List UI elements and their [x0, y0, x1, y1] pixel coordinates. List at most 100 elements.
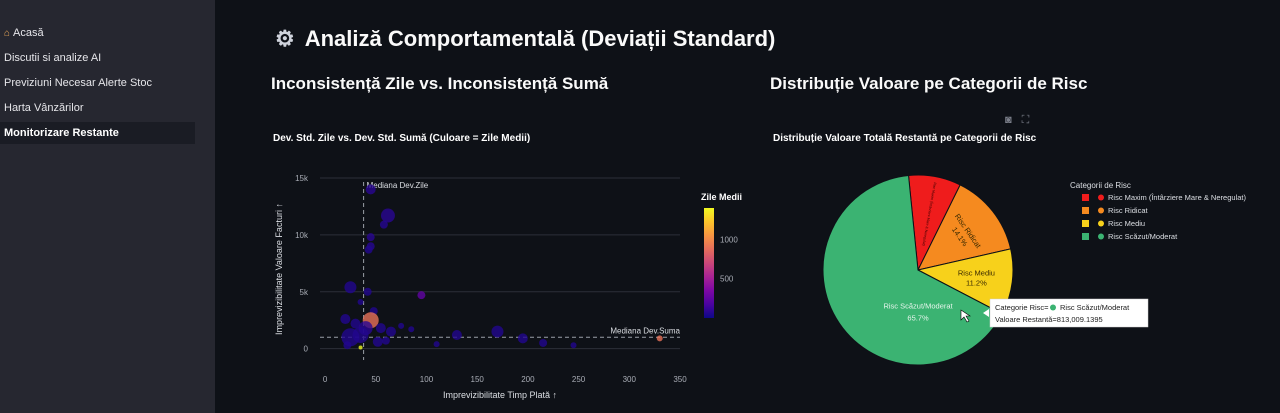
data-point[interactable]: [417, 291, 426, 300]
legend-label[interactable]: Risc Scăzut/Moderat: [1108, 232, 1178, 241]
house-icon: ⌂: [4, 28, 11, 39]
data-point[interactable]: [385, 326, 396, 337]
legend-label[interactable]: Risc Ridicat: [1108, 206, 1149, 215]
x-axis-label: Imprevizibilitate Timp Plată ↑: [443, 390, 557, 400]
median-days-label: Mediana Dev.Zile: [367, 181, 429, 190]
data-point[interactable]: [358, 345, 363, 350]
slice-label: Risc Scăzut/Moderat: [883, 302, 953, 311]
data-point[interactable]: [381, 336, 390, 345]
nav-item-harta[interactable]: Harta Vânzărilor: [0, 97, 199, 119]
data-point[interactable]: [433, 341, 440, 348]
x-tick-label: 350: [673, 375, 687, 384]
pie-slice[interactable]: [917, 184, 1012, 271]
data-point[interactable]: [365, 184, 376, 195]
camera-icon[interactable]: ◙: [1005, 114, 1012, 126]
median-sum-label: Mediana Dev.Suma: [610, 326, 680, 335]
y-tick-label: 10k: [295, 231, 309, 240]
data-point[interactable]: [539, 338, 548, 347]
colorbar-tick-label: 500: [720, 275, 734, 284]
data-point[interactable]: [344, 281, 357, 294]
legend-swatch[interactable]: [1082, 233, 1089, 240]
tooltip-value: Valoare Restantă=813,009.1395: [995, 315, 1103, 324]
data-point[interactable]: [372, 336, 383, 347]
y-axis-label: Imprevizibilitate Valoare Facturi ↑: [274, 203, 284, 335]
nav-item-acasa[interactable]: ⌂ Acasă: [0, 22, 199, 44]
legend-swatch[interactable]: [1082, 207, 1089, 214]
data-point[interactable]: [340, 314, 351, 325]
sidebar: ⌂ Acasă Discutii si analize AI Previziuni…: [0, 0, 215, 413]
y-tick-label: 5k: [300, 288, 309, 297]
slice-label: Risc Mediu: [958, 269, 995, 278]
legend-swatch[interactable]: [1082, 220, 1089, 227]
colorbar: [704, 208, 714, 318]
legend-title: Categorii de Risc: [1070, 181, 1131, 190]
x-tick-label: 200: [521, 375, 535, 384]
pie-chart: Risc Maxim (Întârziere Mare & Neregulat)…: [822, 174, 1246, 366]
data-point[interactable]: [491, 325, 504, 338]
data-point[interactable]: [408, 326, 415, 333]
nav-item-label: Harta Vânzărilor: [4, 102, 84, 114]
colorbar-tick-label: 1000: [720, 235, 738, 244]
right-section-title: Distribuție Valoare pe Categorii de Risc: [770, 74, 1088, 93]
data-point[interactable]: [352, 326, 369, 343]
nav-item-label: Previziuni Necesar Alerte Stoc: [4, 77, 152, 89]
mouse-cursor-icon: [960, 309, 971, 323]
legend-marker: [1098, 220, 1104, 227]
page-title: ⚙ Analiză Comportamentală (Deviații Stand…: [275, 26, 775, 52]
expand-icon[interactable]: ⛶: [1021, 114, 1030, 126]
data-point[interactable]: [451, 329, 462, 340]
x-tick-label: 250: [572, 375, 586, 384]
pie-slice[interactable]: [822, 174, 1003, 366]
data-point[interactable]: [350, 318, 361, 329]
pie-chart-title: Distribuție Valoare Totală Restantă pe C…: [773, 133, 1037, 144]
x-tick-label: 300: [623, 375, 637, 384]
legend-marker: [1098, 194, 1104, 201]
data-point[interactable]: [375, 323, 386, 334]
tooltip-pointer: [983, 309, 989, 317]
nav-item-label: Acasă: [13, 27, 44, 39]
legend-marker: [1098, 207, 1104, 214]
legend-marker: [1098, 233, 1104, 240]
tooltip-category-value: Risc Scăzut/Moderat: [1060, 303, 1130, 312]
hover-tooltip: [989, 298, 1149, 328]
nav-item-label: Discutii si analize AI: [4, 52, 102, 64]
x-tick-label: 0: [323, 375, 328, 384]
legend-swatch[interactable]: [1082, 194, 1089, 201]
y-tick-label: 15k: [295, 174, 309, 183]
sidebar-nav: ⌂ Acasă Discutii si analize AI Previziuni…: [0, 22, 215, 147]
data-point[interactable]: [380, 208, 395, 223]
page-title-text: Analiză Comportamentală (Deviații Standa…: [304, 26, 776, 51]
colorbar-title: Zile Medii: [701, 192, 742, 202]
scatter-chart-title: Dev. Std. Zile vs. Dev. Std. Sumă (Culoa…: [273, 133, 531, 144]
data-point[interactable]: [343, 341, 352, 350]
y-tick-label: 0: [304, 345, 309, 354]
nav-item-label: Monitorizare Restante: [4, 127, 119, 139]
nav-item-previziuni[interactable]: Previziuni Necesar Alerte Stoc: [0, 72, 199, 94]
nav-item-monitorizare[interactable]: Monitorizare Restante: [0, 122, 195, 144]
data-point[interactable]: [366, 233, 375, 242]
legend-label[interactable]: Risc Maxim (Întârziere Mare & Neregulat): [1108, 193, 1246, 202]
data-point[interactable]: [656, 335, 663, 342]
gear-icon: ⚙: [275, 26, 295, 51]
tooltip-marker: [1050, 304, 1056, 311]
data-point[interactable]: [398, 322, 405, 329]
slice-percent: 11.2%: [966, 279, 987, 288]
main-content: ⚙ Analiză Comportamentală (Deviații Stand…: [215, 0, 1280, 413]
nav-item-discutii[interactable]: Discutii si analize AI: [0, 47, 199, 69]
data-point[interactable]: [363, 287, 372, 296]
data-point[interactable]: [364, 245, 373, 254]
x-tick-label: 150: [471, 375, 485, 384]
x-tick-label: 100: [420, 375, 434, 384]
slice-percent: 65.7%: [907, 314, 929, 323]
left-section-title: Inconsistență Zile vs. Inconsistență Sum…: [271, 74, 609, 93]
data-point[interactable]: [517, 333, 528, 344]
scatter-chart: 0 5k 10k 15k 0 50 100 150 200 250 300 350 Mediana De…: [274, 174, 742, 400]
legend-label[interactable]: Risc Mediu: [1108, 219, 1145, 228]
chart-toolbar: ◙ ⛶: [1005, 114, 1039, 127]
data-point[interactable]: [570, 342, 577, 349]
data-point[interactable]: [357, 298, 364, 305]
x-tick-label: 50: [371, 375, 380, 384]
tooltip-category-label: Categorie Risc=: [995, 303, 1049, 312]
data-point[interactable]: [379, 220, 388, 229]
